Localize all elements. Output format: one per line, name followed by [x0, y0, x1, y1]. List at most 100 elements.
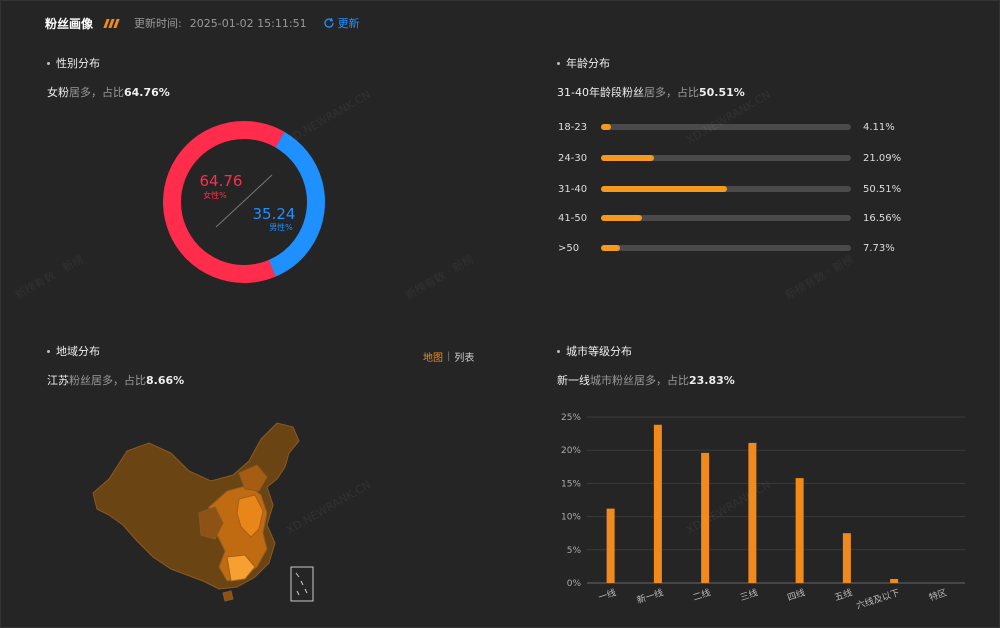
gender-summary: 女粉居多，占比64.76% [47, 84, 170, 100]
male-percent-label: 男性% [269, 222, 293, 232]
bullet-icon [47, 349, 50, 353]
x-tick-label: 二线 [691, 586, 712, 603]
age-row: 18-23 4.11% [558, 119, 903, 135]
region-summary-value: 8.66% [146, 374, 185, 387]
age-row: 41-50 16.56% [558, 210, 903, 226]
male-arc [163, 121, 325, 283]
panel-title: 粉丝画像 [45, 16, 94, 31]
y-tick-label: 0% [567, 579, 582, 589]
tab-list[interactable]: 列表 [454, 353, 475, 364]
gender-title-text: 性别分布 [56, 57, 100, 70]
region-summary-mid: 粉丝居多，占比 [69, 374, 146, 387]
age-row-value: 4.11% [863, 121, 895, 133]
age-row-value: 16.56% [863, 212, 902, 224]
x-tick-label: 六线及以下 [855, 586, 902, 611]
city-summary: 新一线城市粉丝居多，占比23.83% [557, 372, 735, 388]
age-row-track [601, 245, 851, 251]
china-map [92, 422, 314, 602]
refresh-icon [323, 17, 334, 28]
city-bar [606, 508, 615, 583]
female-percent-label: 女性% [203, 190, 227, 200]
bullet-icon [557, 349, 560, 353]
south-china-sea-inset [290, 566, 314, 602]
region-summary-lead: 江苏 [47, 374, 69, 387]
city-bar [795, 478, 804, 583]
update-time-label: 更新时间: [134, 17, 182, 30]
city-title-text: 城市等级分布 [566, 345, 632, 358]
age-row-fill [601, 186, 728, 192]
age-row-label: 31-40 [558, 183, 588, 195]
age-summary-mid: 居多，占比 [643, 86, 699, 99]
city-bar [653, 424, 662, 583]
city-summary-mid: 城市粉丝居多，占比 [590, 374, 689, 387]
age-row-value: 50.51% [863, 183, 902, 195]
age-row-track [601, 124, 851, 130]
update-time-value: 2025-01-02 15:11:51 [189, 16, 307, 30]
bullet-icon [47, 61, 50, 65]
age-row-label: 24-30 [558, 152, 588, 164]
x-tick-label: 五线 [833, 586, 854, 603]
title-decoration-icon [103, 18, 120, 28]
refresh-label: 更新 [337, 17, 360, 30]
x-tick-label: 三线 [738, 586, 759, 603]
map-region-base [92, 422, 300, 590]
refresh-button[interactable]: 更新 [323, 15, 360, 31]
region-title-text: 地域分布 [56, 345, 100, 358]
age-row-label: 18-23 [558, 121, 588, 133]
y-tick-label: 20% [561, 446, 581, 456]
age-row-track [601, 155, 851, 161]
age-summary: 31-40年龄段粉丝居多，占比50.51% [557, 84, 745, 100]
age-row-value: 21.09% [863, 152, 902, 164]
watermark-cn: 新榜有数 · 新榜 [403, 252, 476, 303]
panel-header: 粉丝画像 更新时间: 2025-01-02 15:11:51 更新 [45, 13, 360, 33]
map-region-north [238, 464, 268, 492]
x-tick-label: 特区 [927, 586, 948, 603]
gender-summary-lead: 女粉 [47, 86, 69, 99]
age-row: >50 7.73% [558, 240, 903, 256]
city-bar [748, 442, 757, 583]
age-row-fill [601, 124, 612, 130]
y-tick-label: 10% [561, 513, 581, 523]
city-section-title: 城市等级分布 [557, 343, 632, 359]
city-summary-lead: 新一线 [557, 374, 590, 387]
x-tick-label: 一线 [597, 586, 618, 603]
age-row: 31-40 50.51% [558, 181, 903, 197]
age-title-text: 年龄分布 [566, 57, 610, 70]
city-bar [842, 533, 851, 583]
tab-map[interactable]: 地图 [423, 353, 443, 364]
city-summary-value: 23.83% [689, 374, 735, 387]
gender-summary-mid: 居多，占比 [69, 86, 124, 99]
x-tick-label: 四线 [786, 586, 807, 603]
bullet-icon [557, 61, 560, 65]
map-region-hot [236, 494, 264, 538]
city-tier-bar-chart: 0% 5% 10% 15% 20% 25% 一线 新一线 二线 三线 四线 五线 六线及以下 特区 [561, 413, 965, 612]
age-row-fill [601, 245, 621, 251]
age-row-label: >50 [558, 242, 580, 254]
age-row-track [601, 186, 851, 192]
x-tick-label: 新一线 [635, 586, 664, 606]
age-row: 24-30 21.09% [558, 150, 903, 166]
city-bar [890, 579, 899, 583]
gender-section-title: 性别分布 [47, 55, 100, 71]
age-row-label: 41-50 [558, 212, 588, 224]
male-percent-value: 35.24 [253, 205, 296, 223]
watermark-cn: 新榜有数 · 新榜 [13, 252, 86, 303]
y-tick-label: 25% [561, 413, 581, 423]
age-row-fill [601, 215, 643, 221]
south-china-sea-islands-icon [295, 572, 308, 596]
gender-summary-value: 64.76% [124, 86, 170, 99]
map-region-south [226, 554, 256, 582]
female-percent-value: 64.76 [200, 172, 243, 190]
watermark-en: XD.NEWRANK.CN [284, 88, 374, 147]
tab-separator: | [447, 351, 451, 362]
gender-donut-chart: 64.76 女性% 35.24 男性% [162, 121, 325, 283]
age-row-value: 7.73% [863, 242, 895, 254]
age-row-track [601, 215, 851, 221]
age-summary-value: 50.51% [698, 86, 745, 99]
female-arc [162, 121, 325, 283]
age-summary-lead: 31-40年龄段粉丝 [557, 86, 644, 99]
region-summary: 江苏粉丝居多，占比8.66% [47, 372, 184, 388]
y-tick-label: 5% [567, 546, 582, 556]
region-view-tabs: 地图 | 列表 [423, 349, 474, 364]
